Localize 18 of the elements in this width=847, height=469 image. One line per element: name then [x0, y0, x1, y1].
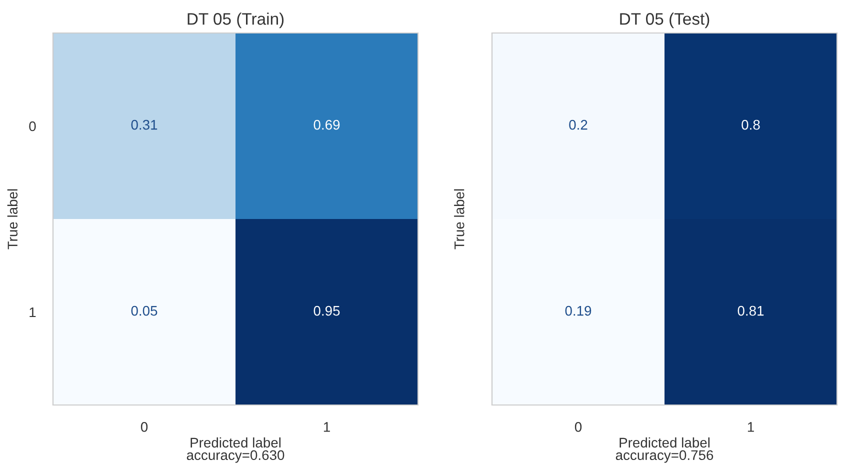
data-label: 0.05 [131, 306, 158, 316]
data-label: 0.31 [131, 120, 158, 130]
x-axis-title: Predicted label accuracy=0.756 [616, 437, 714, 463]
x-tick-label: 0 [140, 422, 148, 432]
chart-title: DT 05 (Test) [620, 12, 710, 28]
chart-title: DT 05 (Train) [188, 12, 284, 28]
data-label: 0.81 [738, 306, 764, 316]
data-label: 0.95 [314, 306, 340, 316]
data-label: 0.19 [565, 306, 592, 316]
x-tick-label: 0 [574, 422, 582, 432]
x-axis-title: Predicted label accuracy=0.630 [186, 437, 284, 463]
y-axis-title: True label [454, 189, 464, 250]
x-tick-label: 1 [748, 422, 754, 432]
data-label: 0.2 [569, 120, 588, 130]
data-label: 0.8 [742, 120, 760, 130]
data-label: 0.69 [314, 120, 340, 130]
y-axis-title: True label [7, 189, 18, 250]
x-tick-label: 1 [324, 422, 330, 432]
